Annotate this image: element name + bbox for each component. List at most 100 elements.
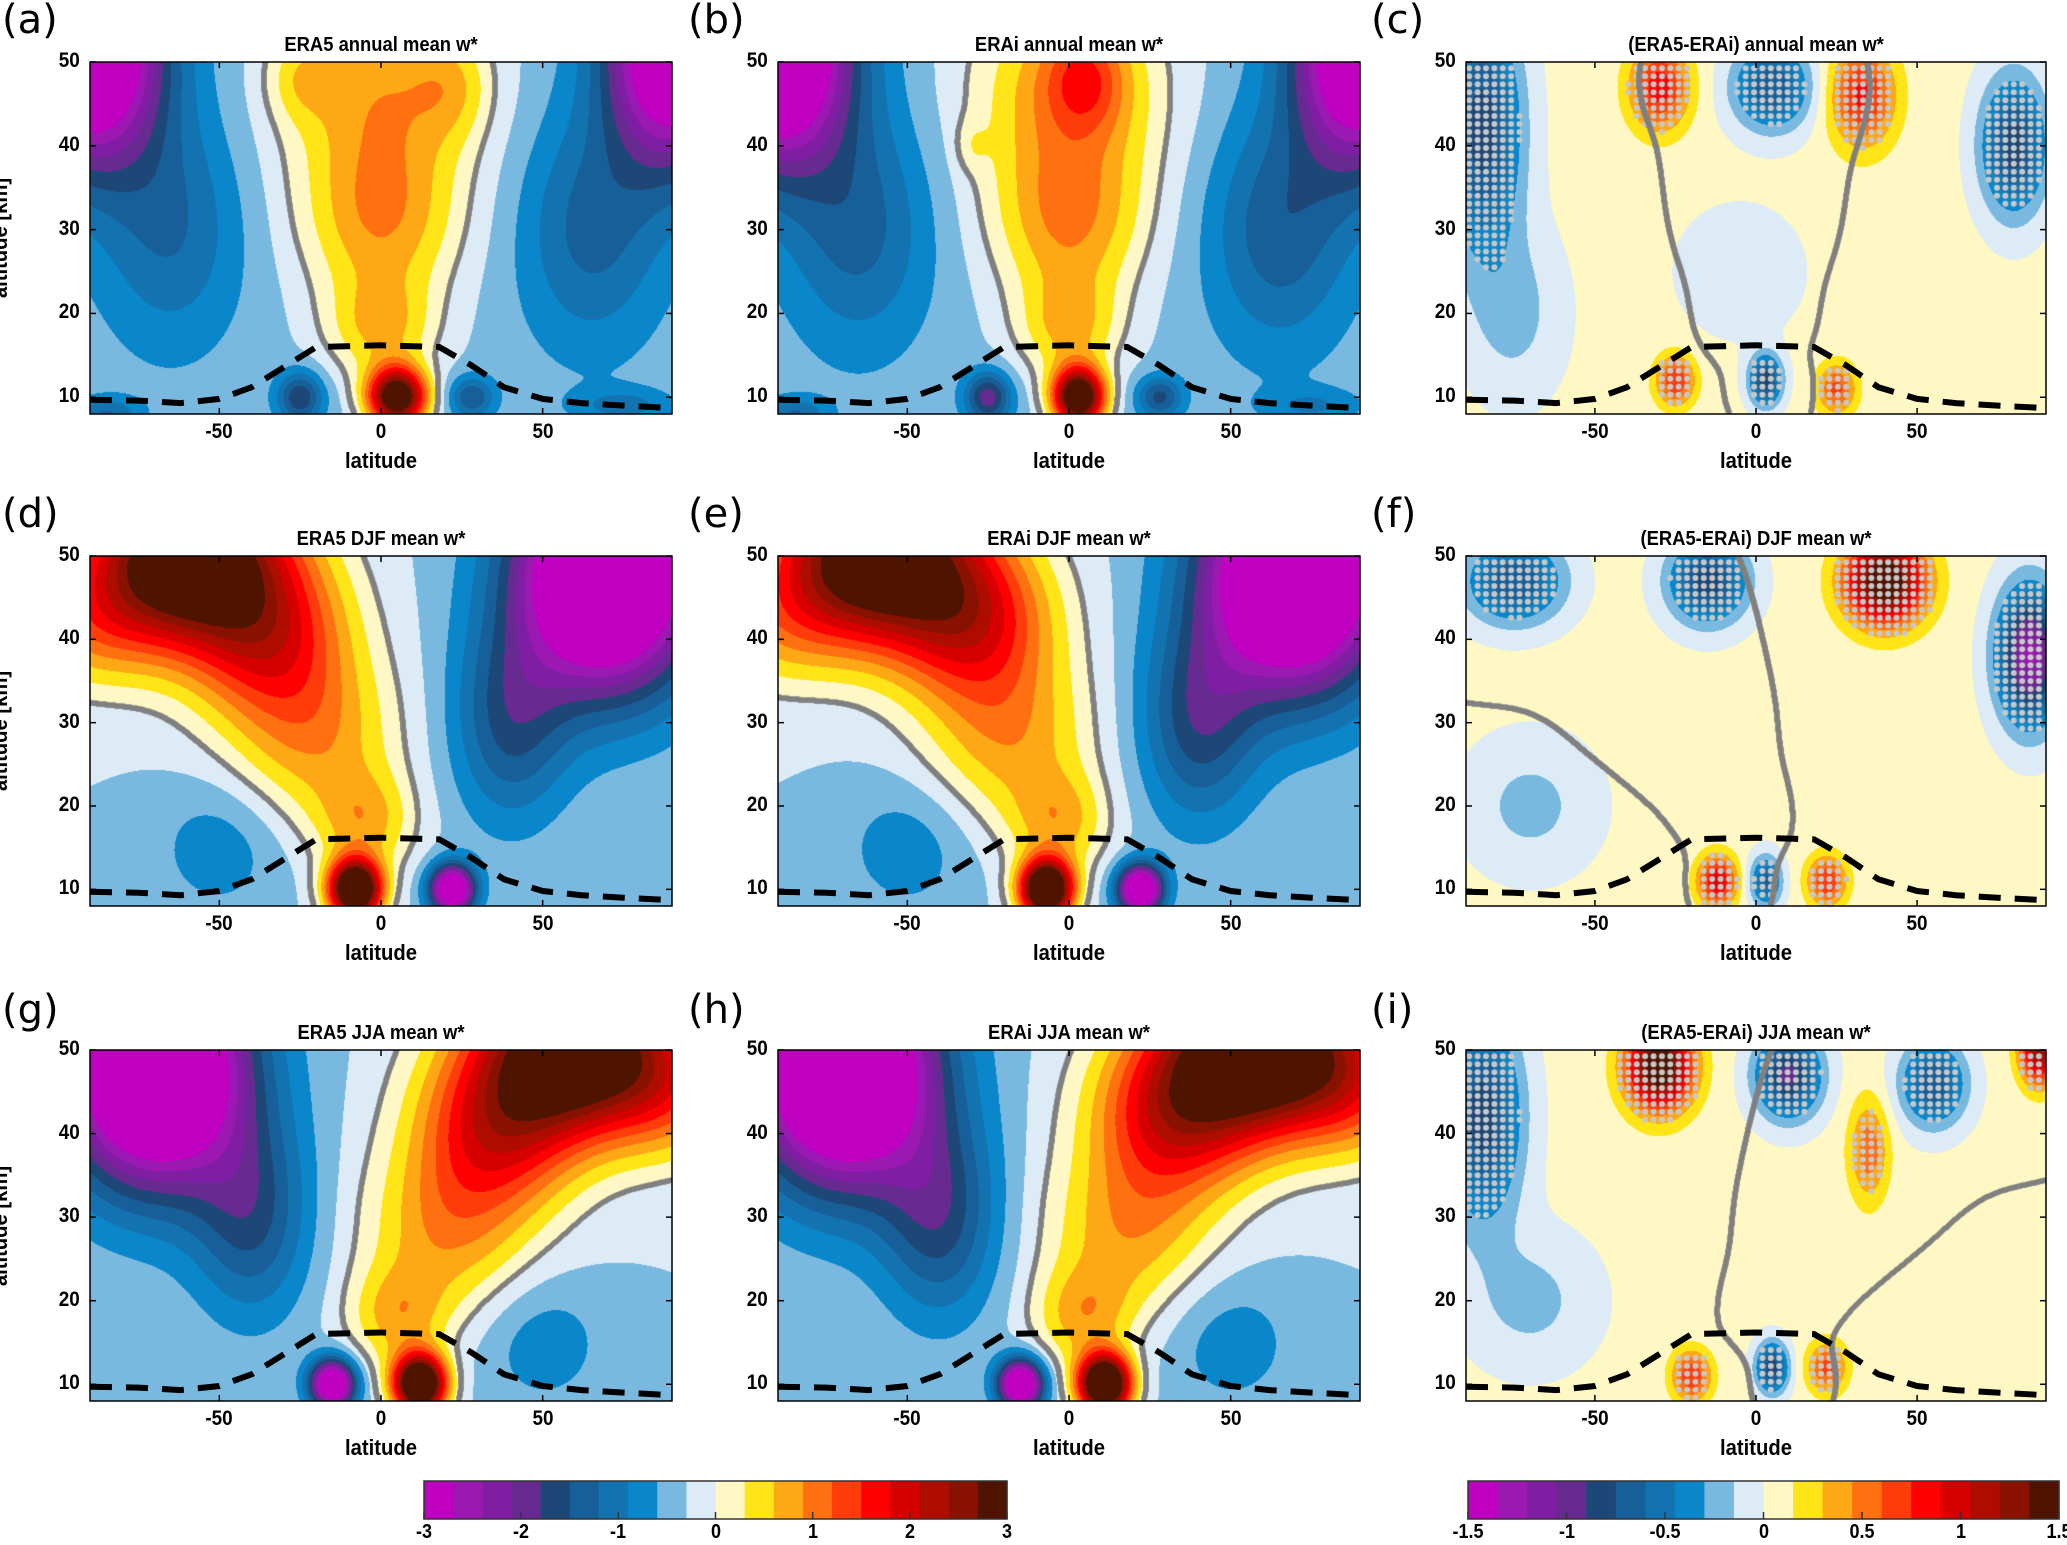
colorbar-swatch [1881, 1481, 1912, 1519]
colorbar-swatch [1852, 1481, 1883, 1519]
y-tick-label: 20 [1434, 1287, 1456, 1311]
x-axis-label: latitude [1720, 448, 1792, 473]
contour-field [90, 556, 672, 906]
y-tick-label: 30 [58, 1204, 80, 1228]
panel-label: (i) [1371, 987, 1414, 1033]
colorbar [1467, 1480, 2060, 1520]
x-tick-label: -50 [1581, 420, 1609, 443]
panel-label: (c) [1371, 0, 1425, 43]
tropopause-line [89, 342, 673, 412]
y-tick-label: 30 [1434, 709, 1456, 733]
contour-field [778, 556, 1360, 906]
panel-title: ERAi DJF mean w* [987, 528, 1151, 550]
axes-overlay [1465, 555, 2047, 907]
x-tick-label: 0 [375, 420, 387, 443]
colorbar-tick-label: 3 [1001, 1521, 1013, 1543]
panel-label: (d) [2, 491, 59, 537]
plot-frame [777, 1049, 1361, 1402]
x-tick-label: 0 [1750, 912, 1762, 935]
plot-frame [777, 61, 1361, 415]
panel-label: (b) [688, 0, 745, 43]
panel-label: (h) [688, 987, 745, 1033]
tropopause-line [89, 1329, 673, 1399]
colorbar-swatch [1763, 1481, 1794, 1519]
colorbar-swatch [453, 1481, 483, 1519]
contour-field [90, 1050, 672, 1401]
colorbar-swatch [569, 1481, 600, 1519]
y-tick-label: 40 [746, 132, 768, 156]
colorbar-swatch [1940, 1481, 1971, 1519]
contour-field [1466, 1050, 2046, 1401]
y-tick-label: 40 [58, 626, 80, 650]
colorbar-swatch [598, 1481, 629, 1519]
panel-title: (ERA5-ERAi) DJF mean w* [1640, 528, 1872, 550]
axes-overlay [89, 61, 673, 415]
y-tick-label: 40 [58, 132, 80, 156]
contour-field [1466, 62, 2046, 414]
colorbar-tick-label: -2 [513, 1521, 530, 1543]
x-tick-label: -50 [205, 420, 233, 443]
colorbar-swatch [1704, 1481, 1735, 1519]
colorbar-swatch [890, 1481, 921, 1519]
y-tick-label: 40 [1434, 626, 1456, 650]
y-tick-label: 30 [746, 216, 768, 240]
colorbar-tick-label: -1 [1558, 1521, 1575, 1543]
x-tick-label: 50 [1906, 1407, 1928, 1430]
y-tick-label: 10 [746, 876, 768, 900]
y-tick-label: 50 [746, 1037, 768, 1060]
x-tick-label: 50 [1220, 1407, 1242, 1430]
colorbar-swatch [832, 1481, 862, 1519]
y-tick-label: 10 [1434, 876, 1456, 900]
y-tick-label: 40 [1434, 1120, 1456, 1144]
colorbar-tick-label: 0.5 [1849, 1521, 1875, 1543]
axes-overlay [777, 61, 1361, 415]
panel-title: (ERA5-ERAi) JJA mean w* [1641, 1022, 1871, 1044]
y-axis-label: altitude [km] [0, 177, 12, 299]
x-tick-label: -50 [1581, 912, 1609, 935]
colorbar-swatch [773, 1481, 804, 1519]
x-tick-label: 50 [1220, 420, 1242, 443]
colorbar-swatch [657, 1481, 687, 1519]
tropopause-line [777, 1329, 1361, 1399]
y-tick-label: 20 [746, 1287, 768, 1311]
axes-overlay [89, 1049, 673, 1402]
x-axis-label: latitude [1033, 448, 1105, 473]
y-tick-label: 30 [1434, 1204, 1456, 1228]
tropopause-line [1465, 834, 2047, 904]
y-tick-label: 40 [1434, 132, 1456, 156]
colorbar-swatch [1793, 1481, 1824, 1519]
y-tick-label: 30 [58, 709, 80, 733]
colorbar-tick-label: -1.5 [1452, 1521, 1484, 1543]
y-tick-label: 50 [1434, 543, 1456, 566]
colorbar-swatch [482, 1481, 513, 1519]
x-tick-label: 50 [532, 420, 554, 443]
colorbar-swatch [1970, 1481, 2001, 1519]
x-tick-label: -50 [893, 420, 921, 443]
panel-label: (e) [688, 491, 744, 537]
axes-overlay [89, 555, 673, 907]
y-tick-label: 20 [746, 300, 768, 324]
plot-frame [89, 1049, 673, 1402]
colorbar-swatch [511, 1481, 542, 1519]
colorbar-swatch [1733, 1481, 1765, 1519]
x-tick-label: 0 [375, 1407, 387, 1430]
y-tick-label: 50 [58, 1037, 80, 1060]
x-tick-label: -50 [205, 1407, 233, 1430]
plot-frame [777, 555, 1361, 907]
x-tick-label: 0 [375, 912, 387, 935]
x-tick-label: 50 [1906, 912, 1928, 935]
plot-frame [1465, 61, 2047, 415]
axes-overlay [1465, 1049, 2047, 1402]
x-tick-label: 50 [532, 912, 554, 935]
x-axis-label: latitude [1720, 1435, 1792, 1460]
colorbar-swatch [1497, 1481, 1528, 1519]
colorbar [423, 1480, 1008, 1520]
colorbar-swatch [424, 1481, 454, 1519]
contour-field [1466, 556, 2046, 906]
contour-field [90, 62, 672, 414]
y-axis-label: altitude [km] [0, 670, 12, 792]
y-tick-label: 10 [58, 384, 80, 408]
y-tick-label: 40 [746, 1120, 768, 1144]
axes-overlay [777, 1049, 1361, 1402]
y-tick-label: 10 [58, 876, 80, 900]
